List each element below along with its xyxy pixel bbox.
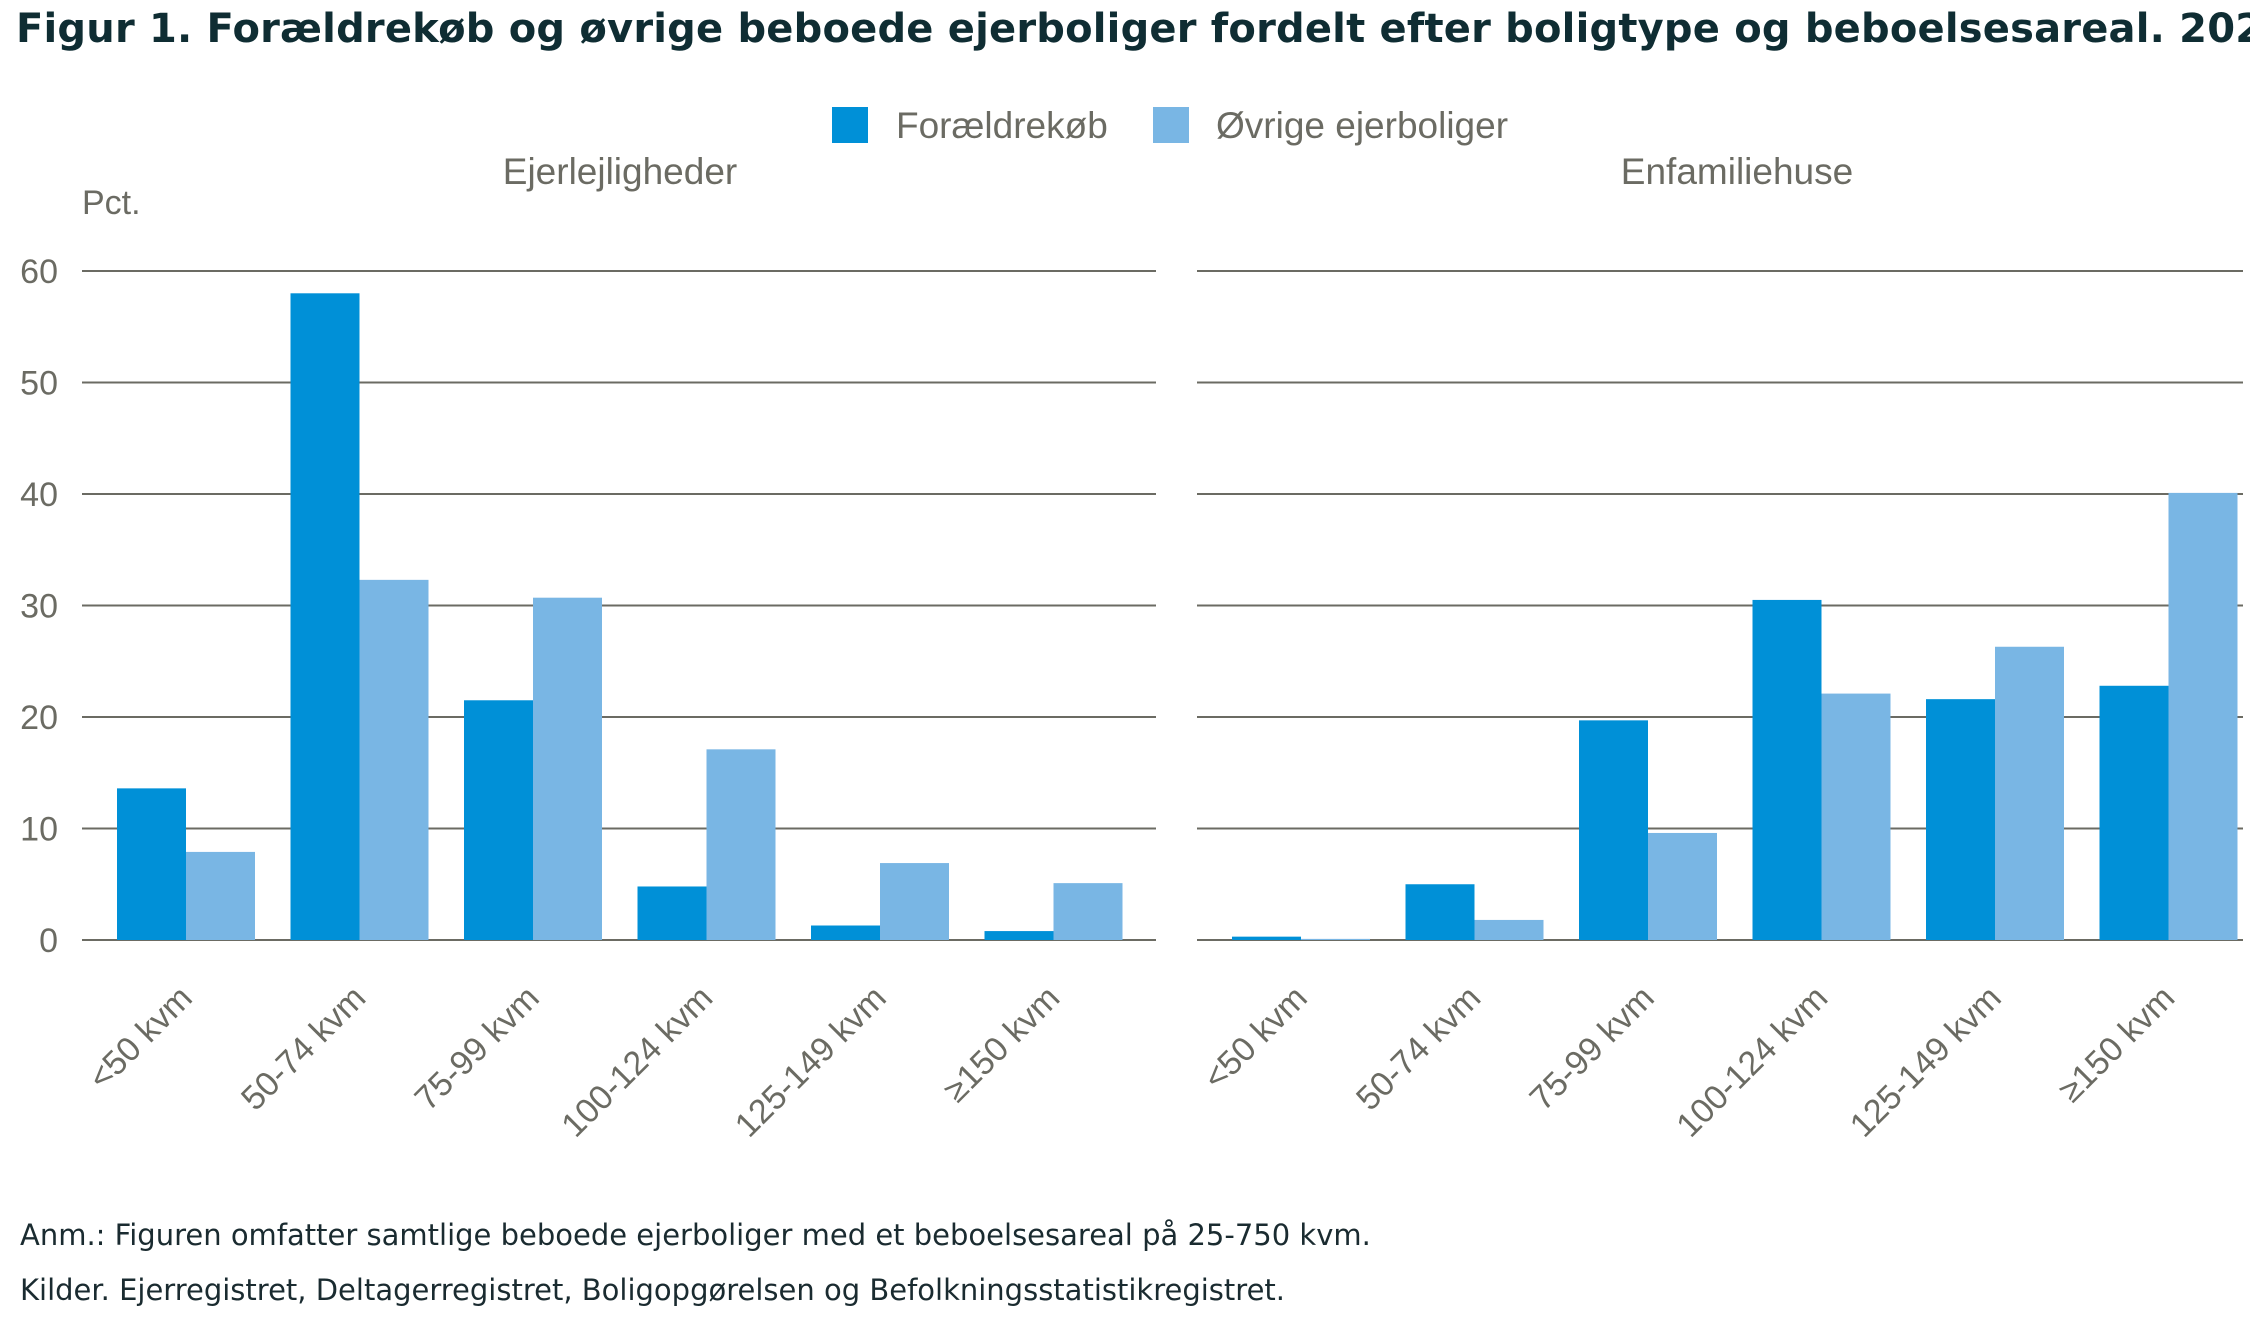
bar-foraeldrekoeb [290, 293, 360, 940]
chart-source: Kilder. Ejerregistret, Deltagerregistret… [20, 1273, 1285, 1307]
bar-foraeldrekoeb [2099, 685, 2169, 940]
y-axis-label: Pct. [82, 184, 141, 222]
bar-oevrige [1821, 693, 1891, 940]
x-tick-label: 100-124 kvm [1669, 979, 1835, 1145]
bar-foraeldrekoeb [1405, 884, 1475, 940]
x-tick-label: 100-124 kvm [554, 979, 720, 1145]
y-tick-label: 60 [20, 253, 58, 291]
y-tick-label: 50 [20, 365, 58, 403]
bar-oevrige [1995, 646, 2064, 940]
legend-swatch-foraeldrekoeb [832, 107, 868, 143]
y-tick-label: 10 [20, 811, 58, 849]
bar-foraeldrekoeb [984, 931, 1054, 940]
chart-title: Figur 1. Forældrekøb og øvrige beboede e… [16, 6, 2250, 52]
bar-foraeldrekoeb [1232, 936, 1301, 940]
bar-oevrige [1301, 938, 1370, 940]
x-tick-label: 125-149 kvm [728, 979, 894, 1145]
x-tick-label: 50-74 kvm [1349, 979, 1488, 1118]
x-tick-label: <50 kvm [1196, 979, 1314, 1097]
bar-foraeldrekoeb [811, 925, 880, 940]
bar-foraeldrekoeb [1926, 699, 1995, 940]
legend-label-foraeldrekoeb: Forældrekøb [896, 105, 1108, 146]
y-tick-label: 40 [20, 476, 58, 514]
panel-title: Enfamiliehuse [1621, 151, 1853, 192]
y-tick-label: 20 [20, 699, 58, 737]
bar-foraeldrekoeb [1579, 720, 1648, 940]
bar-oevrige [1474, 919, 1544, 940]
x-tick-label: 75-99 kvm [1523, 979, 1662, 1118]
y-tick-label: 0 [39, 922, 58, 960]
x-tick-label: ≥150 kvm [936, 979, 1067, 1110]
chart-note: Anm.: Figuren omfatter samtlige beboede … [20, 1218, 1371, 1252]
x-tick-label: ≥150 kvm [2051, 979, 2182, 1110]
bar-foraeldrekoeb [117, 788, 186, 940]
panel-title: Ejerlejligheder [503, 151, 737, 192]
bar-foraeldrekoeb [637, 886, 707, 940]
y-tick-label: 30 [20, 588, 58, 626]
bar-oevrige [1053, 883, 1123, 940]
legend-label-oevrige: Øvrige ejerboliger [1216, 105, 1508, 146]
bar-foraeldrekoeb [1752, 599, 1822, 940]
bar-oevrige [359, 579, 429, 940]
bar-foraeldrekoeb [464, 700, 533, 940]
bar-oevrige [2168, 492, 2238, 940]
x-tick-label: 75-99 kvm [408, 979, 547, 1118]
x-tick-label: 50-74 kvm [234, 979, 373, 1118]
bar-oevrige [533, 597, 602, 940]
bar-oevrige [706, 749, 776, 940]
legend-swatch-oevrige [1153, 107, 1189, 143]
x-tick-label: 125-149 kvm [1843, 979, 2009, 1145]
bar-oevrige [880, 863, 949, 940]
x-tick-label: <50 kvm [81, 979, 199, 1097]
bar-oevrige [1648, 832, 1717, 940]
bar-oevrige [186, 851, 255, 940]
